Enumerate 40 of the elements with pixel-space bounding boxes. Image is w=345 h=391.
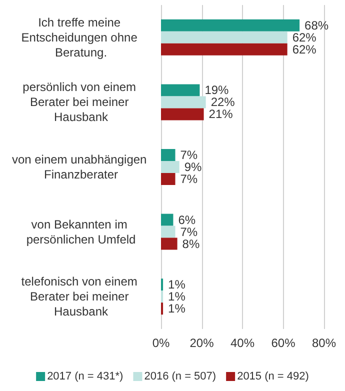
- bar: [161, 226, 176, 238]
- x-tick-label: 20%: [190, 336, 214, 350]
- x-tick-label: 80%: [312, 336, 336, 350]
- bar: [161, 19, 300, 32]
- bar: [161, 84, 200, 96]
- x-tick-label: 40%: [230, 336, 255, 350]
- x-tick-label: 0%: [152, 336, 170, 350]
- legend-label: 2017 (n = 431*): [47, 370, 124, 382]
- data-label: 8%: [182, 236, 200, 251]
- y-tick-label: Ich treffe meine Entscheidungen ohne Beratung.: [21, 15, 141, 60]
- y-tick-label: telefonisch von einem Berater bei meiner Hausbank: [21, 274, 141, 319]
- bar: [161, 31, 288, 44]
- data-label: 62%: [292, 30, 317, 44]
- data-label: 22%: [210, 95, 236, 110]
- bar: [161, 149, 176, 161]
- bar: [161, 214, 174, 226]
- bar: [161, 161, 180, 173]
- data-label: 1%: [168, 290, 186, 304]
- data-label: 7%: [180, 172, 198, 186]
- data-label: 68%: [304, 18, 329, 32]
- y-tick-label: persönlich von einem Berater bei meiner Hausbank: [22, 80, 140, 124]
- data-label: 1%: [168, 302, 186, 316]
- data-label: 62%: [292, 42, 317, 56]
- y-tick-label: von einem unabhängigen Finanzberater: [12, 152, 150, 182]
- bar: [161, 173, 176, 185]
- data-label: 19%: [204, 83, 230, 98]
- data-label: 1%: [168, 278, 186, 292]
- y-tick-label: von Bekannten im persönlichen Umfeld: [26, 217, 136, 246]
- legend-label: 2016 (n = 507): [144, 370, 216, 382]
- bar: [161, 96, 206, 108]
- data-label: 9%: [184, 160, 202, 174]
- legend-label: 2015 (n = 492): [237, 370, 309, 382]
- data-label: 7%: [180, 148, 198, 162]
- bar: [161, 108, 204, 120]
- x-tick-label: 60%: [271, 336, 296, 350]
- bar: [161, 43, 288, 56]
- data-label: 21%: [208, 107, 234, 122]
- data-label: 7%: [180, 224, 198, 239]
- data-label: 6%: [178, 212, 196, 227]
- bar: [161, 238, 178, 250]
